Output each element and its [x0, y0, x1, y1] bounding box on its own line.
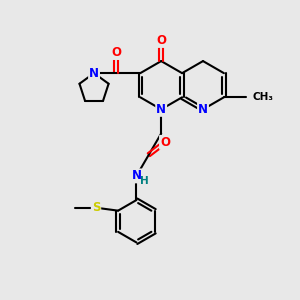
Text: N: N — [198, 103, 208, 116]
Text: O: O — [111, 46, 121, 59]
Text: N: N — [89, 67, 99, 80]
Text: O: O — [156, 34, 166, 47]
Text: S: S — [92, 201, 100, 214]
Text: H: H — [140, 176, 149, 186]
Text: CH₃: CH₃ — [253, 92, 274, 102]
Text: N: N — [131, 169, 141, 182]
Text: N: N — [156, 103, 166, 116]
Text: O: O — [160, 136, 170, 149]
